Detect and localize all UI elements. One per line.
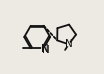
- Text: N: N: [41, 44, 49, 54]
- Circle shape: [42, 46, 46, 50]
- Text: N: N: [65, 39, 73, 49]
- Circle shape: [67, 43, 70, 46]
- Text: N: N: [42, 45, 49, 55]
